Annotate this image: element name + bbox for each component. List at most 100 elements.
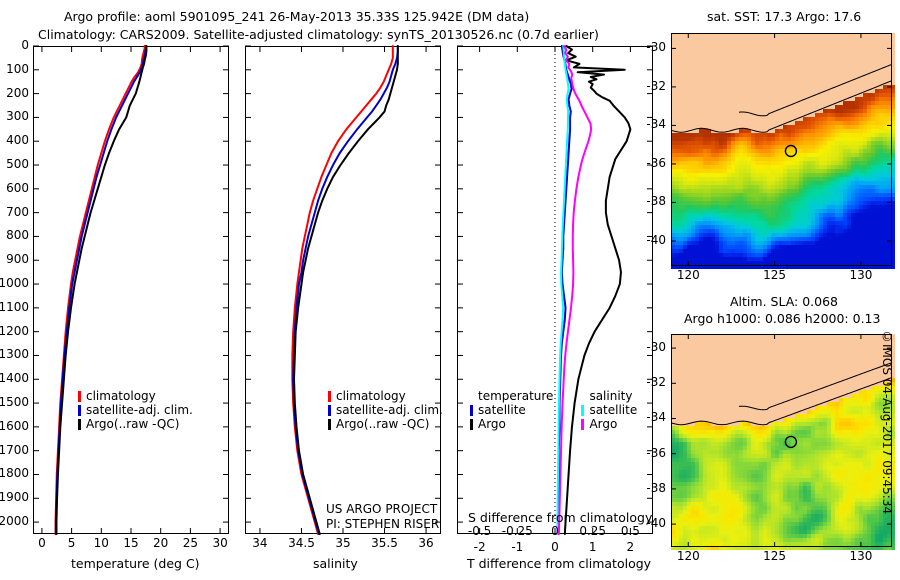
map-cell xyxy=(727,213,731,217)
map-cell xyxy=(739,161,743,165)
map-cell xyxy=(739,249,743,253)
map-cell xyxy=(883,362,887,366)
map-cell xyxy=(687,53,691,57)
map-cell xyxy=(695,245,699,249)
map-cell xyxy=(751,41,755,45)
map-cell xyxy=(883,49,887,53)
map-cell xyxy=(827,37,831,41)
map-cell xyxy=(791,382,795,386)
map-cell xyxy=(683,145,687,149)
map-cell xyxy=(839,85,843,89)
map-cell xyxy=(807,105,811,109)
map-cell xyxy=(743,81,747,85)
map-cell xyxy=(803,41,807,45)
map-cell xyxy=(879,77,883,81)
map-cell xyxy=(743,378,747,382)
map-cell xyxy=(847,410,851,414)
map-cell xyxy=(843,129,847,133)
map-cell xyxy=(843,354,847,358)
map-cell xyxy=(879,169,883,173)
map-cell xyxy=(859,57,863,61)
map-cell xyxy=(787,93,791,97)
map-cell xyxy=(755,109,759,113)
map-cell xyxy=(771,109,775,113)
map-cell xyxy=(755,157,759,161)
map-cell xyxy=(863,265,867,269)
map-cell xyxy=(687,97,691,101)
map-cell xyxy=(747,49,751,53)
map-cell xyxy=(747,390,751,394)
map-cell xyxy=(883,253,887,257)
map-cell xyxy=(687,245,691,249)
legend-label: satellite-adj. clim. xyxy=(86,403,193,417)
map-cell xyxy=(783,221,787,225)
map-cell xyxy=(811,129,815,133)
map-cell xyxy=(851,382,855,386)
map-cell xyxy=(867,49,871,53)
map-cell xyxy=(783,362,787,366)
map-cell xyxy=(687,137,691,141)
map-cell xyxy=(715,45,719,49)
map-cell xyxy=(875,406,879,410)
map-cell xyxy=(823,334,827,338)
map-cell xyxy=(723,133,727,137)
map-cell xyxy=(819,65,823,69)
map-cell xyxy=(727,418,731,422)
map-cell xyxy=(835,125,839,129)
map-cell xyxy=(731,418,735,422)
map-cell xyxy=(747,61,751,65)
map-cell xyxy=(783,346,787,350)
map-cell xyxy=(771,386,775,390)
map-cell xyxy=(891,253,895,257)
map-cell xyxy=(835,390,839,394)
map-cell xyxy=(879,225,883,229)
map-cell xyxy=(727,53,731,57)
map-cell xyxy=(803,241,807,245)
coastline xyxy=(670,80,892,133)
map-cell xyxy=(879,93,883,97)
map-cell xyxy=(743,257,747,261)
map-cell xyxy=(715,366,719,370)
map-cell xyxy=(875,149,879,153)
map-cell xyxy=(847,245,851,249)
map-cell xyxy=(671,57,675,61)
map-cell xyxy=(843,209,847,213)
map-cell xyxy=(783,394,787,398)
map-cell xyxy=(871,57,875,61)
map-cell xyxy=(863,229,867,233)
map-cell xyxy=(807,257,811,261)
map-cell xyxy=(779,161,783,165)
map-cell xyxy=(811,197,815,201)
map-cell xyxy=(795,382,799,386)
map-cell xyxy=(731,117,735,121)
map-cell xyxy=(715,237,719,241)
map-cell xyxy=(747,81,751,85)
legend-label: climatology xyxy=(336,389,406,403)
x-tick-label: 35 xyxy=(335,536,351,550)
map-cell xyxy=(871,165,875,169)
map-cell xyxy=(855,213,859,217)
map-cell xyxy=(695,342,699,346)
map-cell xyxy=(683,362,687,366)
map-cell xyxy=(815,366,819,370)
map-cell xyxy=(863,249,867,253)
map-cell xyxy=(751,249,755,253)
map-cell xyxy=(687,350,691,354)
map-cell xyxy=(723,37,727,41)
map-cell xyxy=(879,205,883,209)
map-cell xyxy=(719,45,723,49)
map-cell xyxy=(771,221,775,225)
map-cell xyxy=(831,217,835,221)
map-cell xyxy=(787,73,791,77)
map-cell xyxy=(771,89,775,93)
map-cell xyxy=(743,350,747,354)
depth-tick-label: 1200 xyxy=(0,323,29,338)
map-cell xyxy=(803,414,807,418)
map-cell xyxy=(783,406,787,410)
map-cell xyxy=(735,169,739,173)
map-cell xyxy=(703,197,707,201)
map-cell xyxy=(727,81,731,85)
map-cell xyxy=(863,233,867,237)
map-cell xyxy=(875,390,879,394)
map-cell xyxy=(859,165,863,169)
